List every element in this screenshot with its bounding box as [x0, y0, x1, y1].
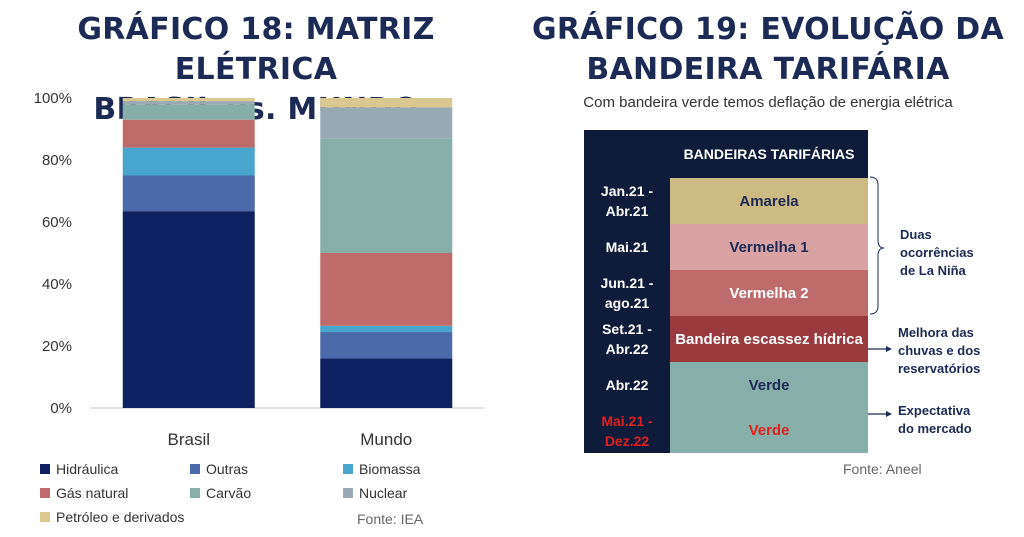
legend-label: Outras [206, 461, 249, 477]
chuvas-arrowhead [886, 346, 892, 352]
period-line1: Mai.21 - [601, 413, 653, 429]
bar-segment-mundo [320, 107, 453, 139]
bar-segment-mundo [320, 325, 453, 333]
chart19-title-line1: GRÁFICO 19: EVOLUÇÃO DA [531, 12, 1005, 47]
y-tick-label: 100% [34, 90, 72, 107]
chart19-title-line2: BANDEIRA TARIFÁRIA [586, 52, 950, 87]
flag-row-period-text: Mai.21 - Dez.22 [601, 411, 652, 451]
period-line2: Dez.22 [604, 433, 650, 449]
period-line1: Jan.21 - [600, 183, 654, 199]
legend-entry: Outras [190, 461, 248, 477]
legend-swatch [190, 464, 200, 474]
period-line2: Abr.21 [605, 203, 649, 219]
x-category-label: Brasil [167, 430, 210, 449]
chuvas-line1: Melhora das [898, 325, 974, 340]
legend-entry: Gás natural [40, 485, 128, 501]
legend-entry: Carvão [190, 485, 251, 501]
flag-row-period: Abr.22 [584, 362, 670, 408]
bar-segment-mundo [320, 98, 453, 108]
x-category-label: Mundo [360, 430, 412, 449]
bar-segment-brasil [122, 119, 255, 148]
bar-segment-brasil [122, 101, 255, 105]
la-nina-line1: Duas [900, 227, 932, 242]
chart19-title: GRÁFICO 19: EVOLUÇÃO DA BANDEIRA TARIFÁR… [512, 10, 1024, 90]
flag-row-period-text: Mai.21 [606, 237, 649, 257]
bar-segment-mundo [320, 358, 453, 408]
bar-segment-brasil [122, 98, 255, 102]
chart19-subtitle: Com bandeira verde temos deflação de ene… [583, 94, 953, 111]
bar-segment-brasil [122, 104, 255, 120]
legend-swatch [40, 512, 50, 522]
y-tick-label: 20% [42, 338, 72, 355]
flag-row-period: Mai.21 [584, 224, 670, 270]
expect-line2: do mercado [898, 421, 972, 436]
flag-row-period: Set.21 - Abr.22 [584, 316, 670, 362]
legend-entry: Petróleo e derivados [40, 509, 184, 525]
expectativa-annotation: Expectativa do mercado [898, 402, 972, 438]
stacked-bar-chart: 0% 20% 40% 60% 80% 100% Brasil Mundo [34, 90, 485, 449]
flag-row-cell: Verde [670, 362, 868, 408]
bar-segment-brasil [122, 211, 255, 408]
la-nina-line3: de La Niña [900, 263, 966, 278]
bar-segment-brasil [122, 147, 255, 176]
legend-entry: Nuclear [343, 485, 407, 501]
chart19-source: Fonte: Aneel [843, 461, 922, 477]
la-nina-brace [869, 176, 885, 315]
period-line1: Jun.21 - [600, 275, 654, 291]
expect-line1: Expectativa [898, 403, 971, 418]
chuvas-line3: reservatórios [898, 361, 981, 376]
flag-row-cell: Verde [670, 408, 868, 453]
period-line2: Abr.22 [605, 341, 649, 357]
flag-table-header: BANDEIRAS TARIFÁRIAS [683, 146, 855, 162]
expect-arrowhead [886, 411, 892, 417]
period-line1: Abr.22 [605, 377, 649, 393]
legend-swatch [40, 488, 50, 498]
bar-segment-mundo [320, 332, 453, 359]
legend-swatch [190, 488, 200, 498]
y-tick-label: 80% [42, 152, 72, 169]
legend-label: Gás natural [56, 485, 129, 501]
bar-segment-mundo [320, 138, 453, 253]
legend-swatch [343, 464, 353, 474]
flag-row-period: Mai.21 - Dez.22 [584, 408, 670, 454]
flag-row-cell: Amarela [670, 178, 868, 224]
period-line1: Mai.21 [605, 239, 649, 255]
la-nina-line2: ocorrências [900, 245, 974, 260]
y-tick-label: 0% [50, 400, 72, 417]
legend-label: Hidráulica [56, 461, 119, 477]
flag-table: BANDEIRAS TARIFÁRIAS Jan.21 - Abr.21 Amare… [584, 130, 868, 453]
bar-segment-brasil [122, 175, 255, 212]
chuvas-annotation: Melhora das chuvas e dos reservatórios [898, 324, 980, 378]
chuvas-line2: chuvas e dos [898, 343, 981, 358]
flag-row-period: Jun.21 - ago.21 [584, 270, 670, 316]
flag-row-period: Jan.21 - Abr.21 [584, 178, 670, 224]
period-line1: Set.21 - [602, 321, 652, 337]
legend-entry: Biomassa [343, 461, 420, 477]
chart18-title-line1: GRÁFICO 18: MATRIZ ELÉTRICA [77, 12, 435, 87]
y-tick-label: 40% [42, 276, 72, 293]
la-nina-annotation: Duas ocorrências de La Niña [900, 226, 974, 280]
legend-label: Carvão [206, 485, 252, 501]
chart18-source: Fonte: IEA [357, 511, 424, 527]
y-tick-label: 60% [42, 214, 72, 231]
flag-row-cell: Vermelha 1 [670, 224, 868, 270]
bar-segment-mundo [320, 253, 453, 326]
legend-label: Petróleo e derivados [56, 509, 185, 525]
legend-swatch [343, 488, 353, 498]
period-line2: ago.21 [604, 295, 650, 311]
legend-entry: Hidráulica [40, 461, 118, 477]
legend-swatch [40, 464, 50, 474]
flag-row-period-text: Jan.21 - Abr.21 [601, 181, 653, 221]
flag-row-cell: Bandeira escassez hídrica [670, 316, 868, 362]
flag-row-cell: Vermelha 2 [670, 270, 868, 316]
legend-label: Nuclear [359, 485, 408, 501]
legend-label: Biomassa [359, 461, 421, 477]
flag-row-period-text: Abr.22 [606, 375, 649, 395]
flag-row-period-text: Jun.21 - ago.21 [601, 273, 654, 313]
flag-row-period-text: Set.21 - Abr.22 [602, 319, 652, 359]
